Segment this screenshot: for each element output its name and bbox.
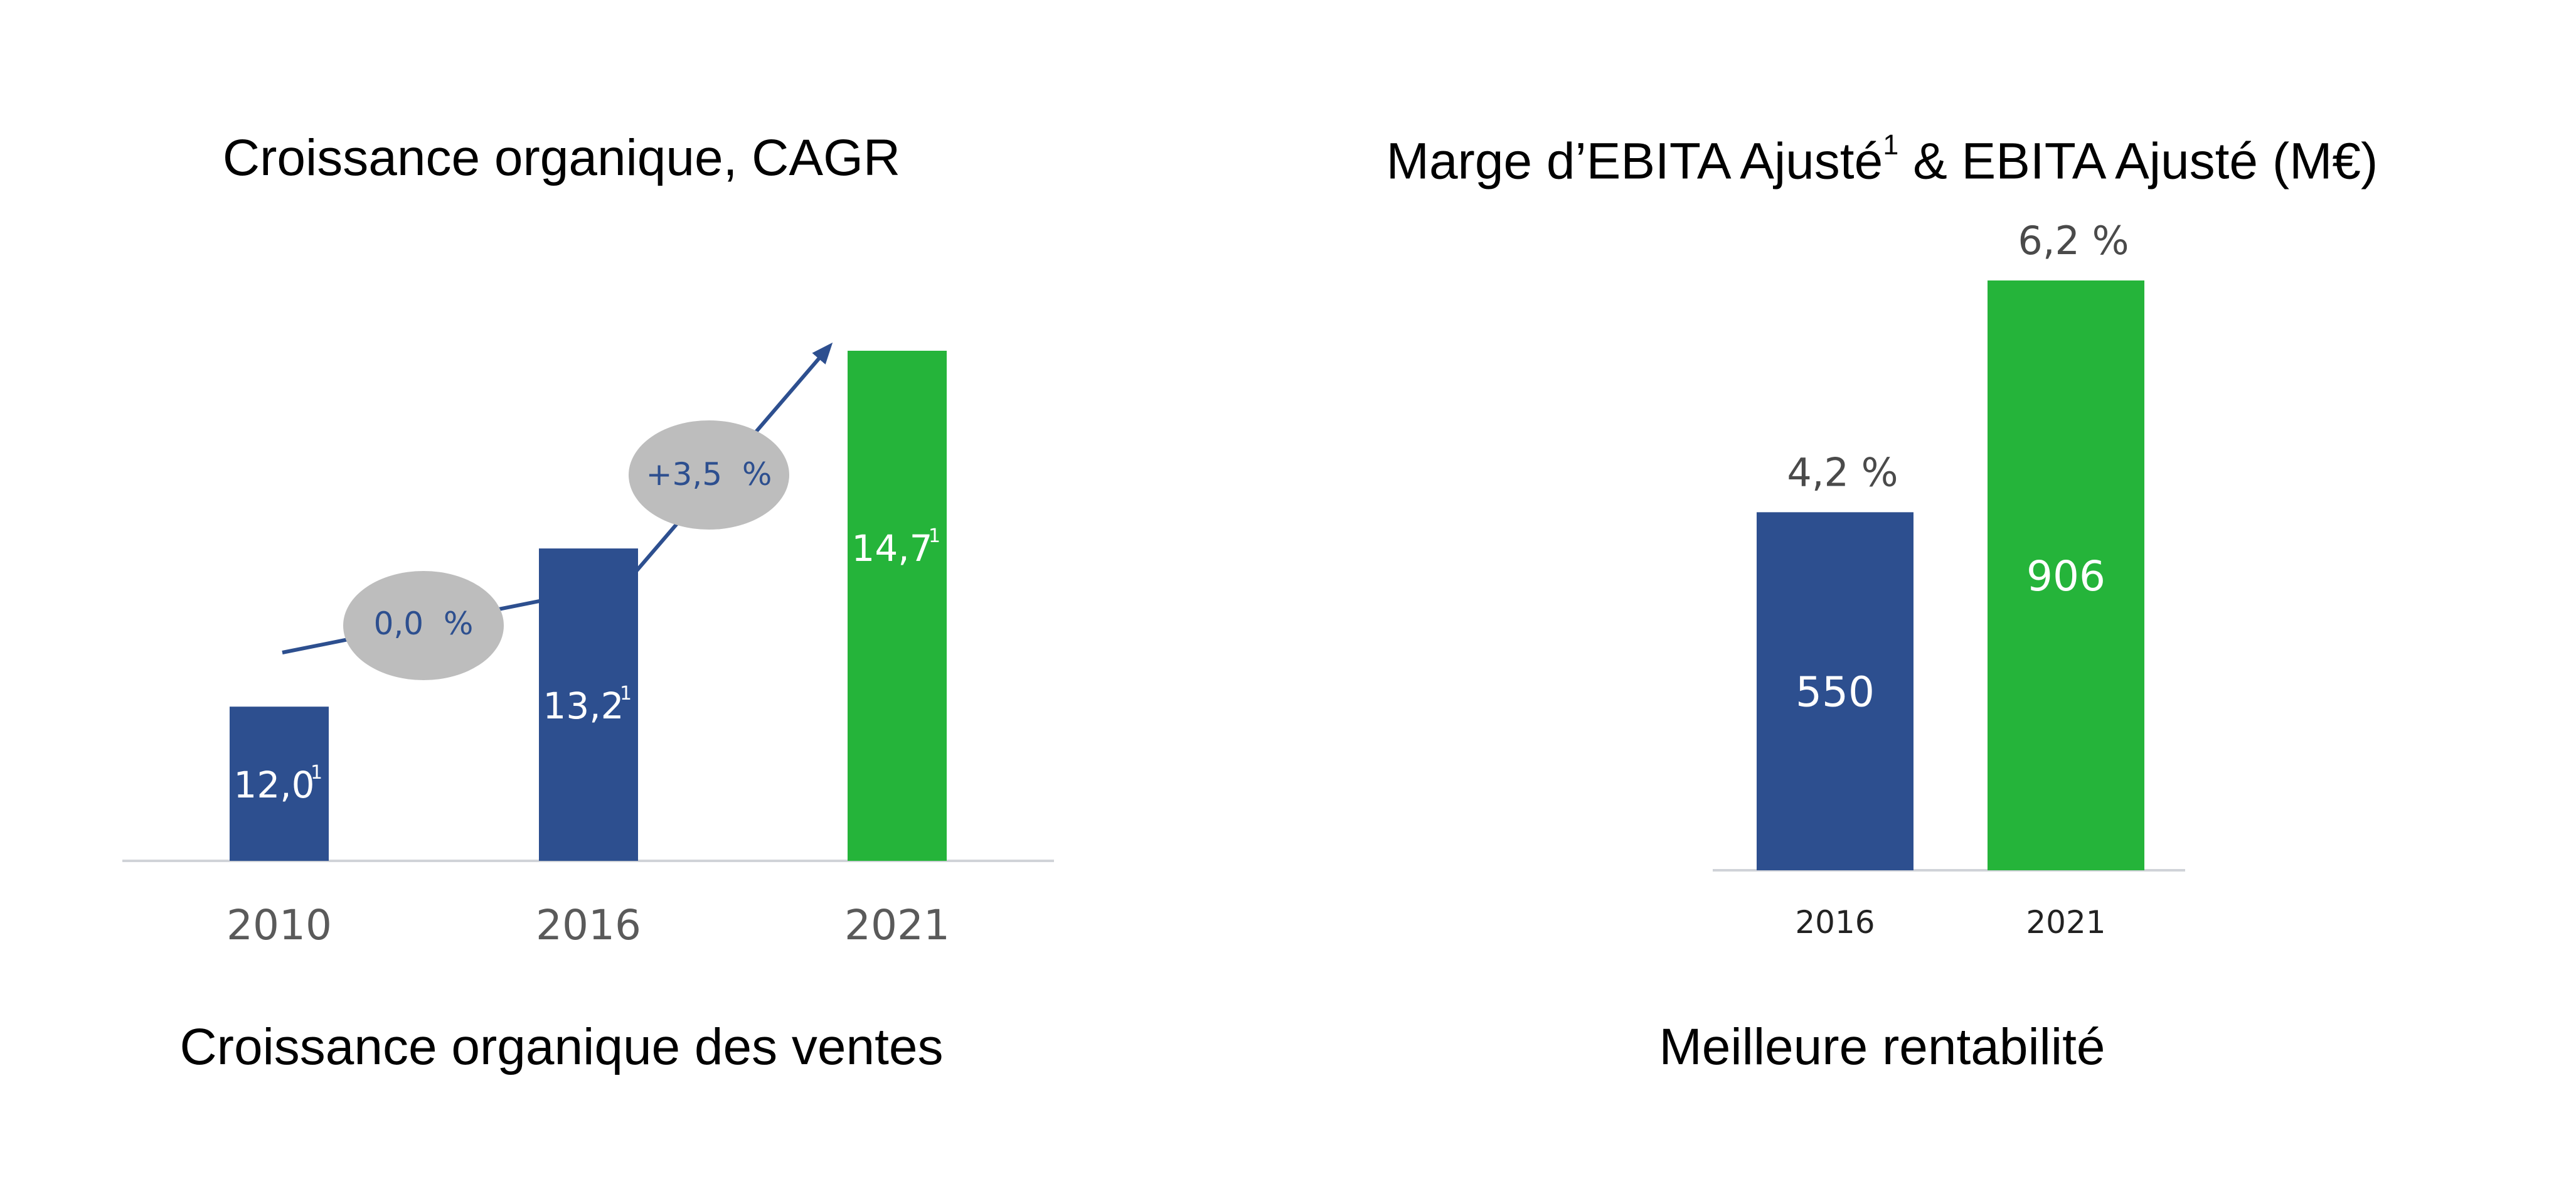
right-tick-label-2016: 2016 [1795, 904, 1875, 941]
right-panel: Marge d’EBITA Ajusté1 & EBITA Ajusté (M€… [1305, 0, 2576, 1184]
cagr-bubble-2 [629, 420, 789, 530]
right-bar-2016 [1757, 512, 1913, 870]
left-chart-caption: Croissance organique des ventes [179, 1018, 944, 1075]
right-title-footnote: 1 [1883, 129, 1899, 161]
left-footnote-mark-2010: 1 [311, 762, 322, 784]
left-tick-label-2010: 2010 [226, 901, 332, 949]
right-chart-title: Marge d’EBITA Ajusté1 & EBITA Ajusté (M€… [1305, 129, 2459, 191]
right-title-main: Marge d’EBITA Ajusté [1386, 132, 1883, 190]
left-value-label-2021: 14,7 [851, 527, 932, 570]
left-bar-2016 [539, 548, 638, 861]
left-footnote-mark-2016: 1 [620, 683, 632, 705]
right-chart-caption: Meilleure rentabilité [1659, 1018, 2105, 1075]
cagr-bubble-1 [343, 571, 504, 680]
right-value-label-2016: 550 [1796, 668, 1875, 717]
right-value-label-2021: 906 [2026, 552, 2105, 600]
left-panel: Croissance organique, CAGR 0,0 % +3,5 % … [0, 0, 1192, 1184]
cagr-label-2: +3,5 % [646, 456, 772, 493]
left-chart-title: Croissance organique, CAGR [222, 129, 901, 186]
right-bars: 550 4,2 % 2016 906 6,2 % 2021 [1757, 218, 2144, 941]
left-value-label-2016: 13,2 [543, 685, 624, 727]
right-tick-label-2021: 2021 [2026, 904, 2105, 941]
left-value-label-2010: 12,0 [233, 764, 314, 806]
left-footnote-mark-2021: 1 [929, 525, 940, 547]
left-tick-label-2016: 2016 [536, 901, 641, 949]
right-title-rest: & EBITA Ajusté (M€) [1898, 132, 2378, 190]
right-bar-2021 [1988, 280, 2144, 870]
left-bar-2021 [848, 351, 947, 861]
left-bar-2010 [230, 707, 329, 861]
right-margin-label-2021: 6,2 % [2018, 218, 2129, 264]
right-chart: 550 4,2 % 2016 906 6,2 % 2021 [1713, 218, 2185, 941]
right-margin-label-2016: 4,2 % [1787, 449, 1898, 495]
left-tick-label-2021: 2021 [844, 901, 950, 949]
cagr-label-1: 0,0 % [374, 605, 474, 642]
